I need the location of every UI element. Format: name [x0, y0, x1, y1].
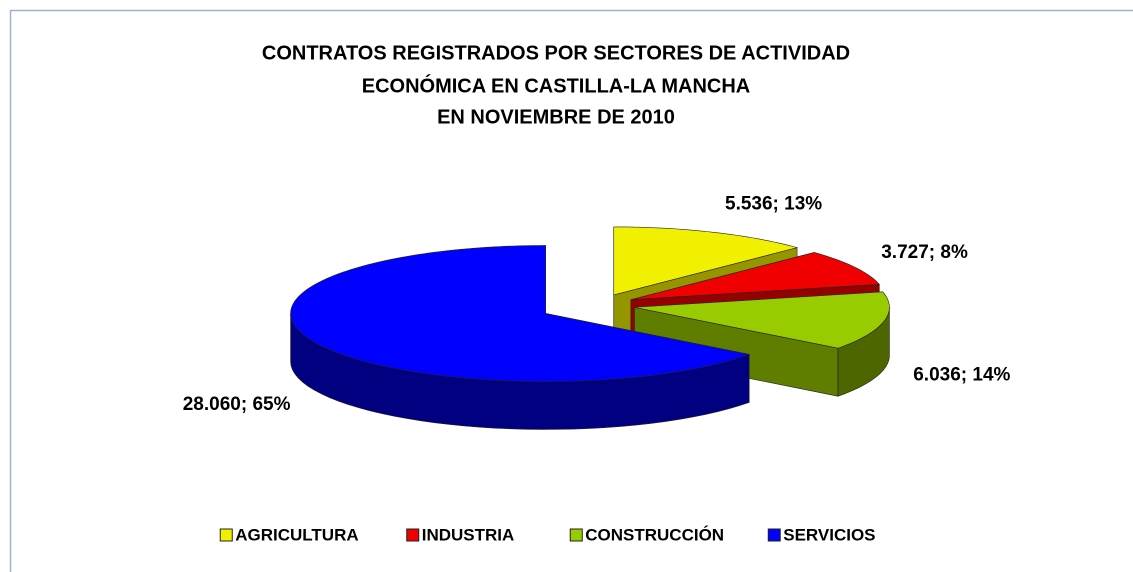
legend-label: AGRICULTURA — [235, 525, 358, 544]
legend-label: INDUSTRIA — [422, 525, 515, 544]
data-label: 5.536; 13% — [725, 194, 822, 215]
chart-title: EN NOVIEMBRE DE 2010 — [437, 106, 675, 128]
chart-title: CONTRATOS REGISTRADOS POR SECTORES DE AC… — [262, 42, 850, 64]
slice-top — [290, 245, 751, 382]
legend-swatch — [569, 528, 583, 542]
legend-swatch — [219, 528, 233, 542]
slice-top — [634, 291, 890, 349]
chart-frame — [9, 9, 1133, 572]
data-label: 6.036; 14% — [913, 365, 1010, 386]
data-label: 3.727; 8% — [881, 242, 968, 263]
legend-swatch — [406, 528, 420, 542]
slice-top — [630, 252, 880, 301]
legend-swatch — [767, 528, 781, 542]
data-label: 28.060; 65% — [183, 394, 291, 415]
legend-label: SERVICIOS — [783, 525, 875, 544]
chart-title: ECONÓMICA EN CASTILLA-LA MANCHA — [362, 73, 751, 97]
slice — [290, 245, 751, 430]
slice-top — [613, 226, 799, 296]
legend-label: CONSTRUCCIÓN — [585, 525, 724, 544]
